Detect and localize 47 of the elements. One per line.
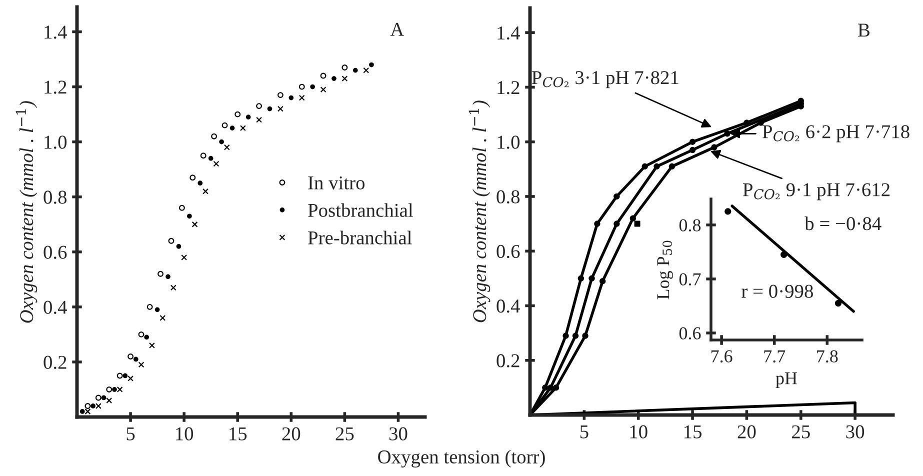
y-axis-title: Oxygen content (mmol . l$^{−1}$) [16,101,38,323]
legend-label: In vitro [308,176,365,190]
x-axis-title: Oxygen tension (torr) [378,450,545,468]
y-axis-title: Log P$_{50}$ [657,240,673,300]
y-tick-label: 0.4 [44,300,67,314]
y-tick-label: 0.6 [496,244,520,258]
x-tick-label: 7.6 [711,350,732,363]
annotation: b = −0·84 [804,216,882,230]
y-tick-label: 1.4 [498,26,520,40]
x-tick-label: 7.8 [817,350,838,363]
y-tick-label: 1.0 [498,136,520,149]
x-tick-label: 7.7 [764,350,786,363]
y-tick-label: 1.4 [44,26,67,39]
x-tick-label: 15 [684,425,702,438]
y-tick-label: 0.6 [679,327,701,340]
y-tick-label: 0.6 [44,246,67,259]
y-tick-label: 0.4 [496,300,520,313]
x-tick-label: 5 [126,427,135,440]
y-tick-label: 1.0 [44,136,67,149]
x-tick-label: 20 [738,425,756,438]
y-tick-label: 1.2 [498,81,520,94]
y-tick-label: 0.8 [44,190,67,204]
x-tick-label: 25 [336,427,354,440]
x-tick-label: 10 [630,425,648,438]
y-tick-label: 0.2 [496,354,520,368]
y-tick-label: 0.8 [679,219,701,232]
x-axis-title: pH [776,372,798,388]
annotation: r = 0·998 [742,284,813,298]
x-tick-label: 5 [580,425,588,438]
x-tick-label: 10 [176,427,194,440]
y-tick-label: 0.7 [679,273,701,286]
y-tick-label: 0.8 [496,190,520,204]
x-tick-label: 15 [230,427,247,440]
x-tick-label: 30 [846,425,864,438]
annotation: P$_{CO₂}$ 6·2 pH 7·718 [762,125,910,142]
y-axis-title: Oxygen content (mmol . l$^{−1}$) [468,100,490,322]
annotation: P$_{CO₂}$ 9·1 pH 7·612 [742,183,890,200]
legend-label: Postbranchial [308,203,413,217]
text: B [858,24,870,37]
x-tick-label: 20 [282,427,300,440]
annotation: P$_{CO₂}$ 3·1 pH 7·821 [532,71,678,88]
x-tick-label: 25 [792,425,810,438]
text: A [390,22,404,36]
y-tick-label: 1.2 [44,80,66,94]
legend-label: Pre-branchial [308,230,412,244]
y-tick-label: 0.2 [44,356,66,369]
x-tick-label: 30 [389,427,408,440]
